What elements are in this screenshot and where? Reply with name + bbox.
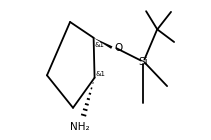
Text: Si: Si <box>138 57 148 67</box>
Text: O: O <box>114 43 122 53</box>
Text: &1: &1 <box>96 71 106 77</box>
Text: &1: &1 <box>95 42 105 48</box>
Text: NH₂: NH₂ <box>70 122 90 132</box>
Polygon shape <box>93 38 112 49</box>
